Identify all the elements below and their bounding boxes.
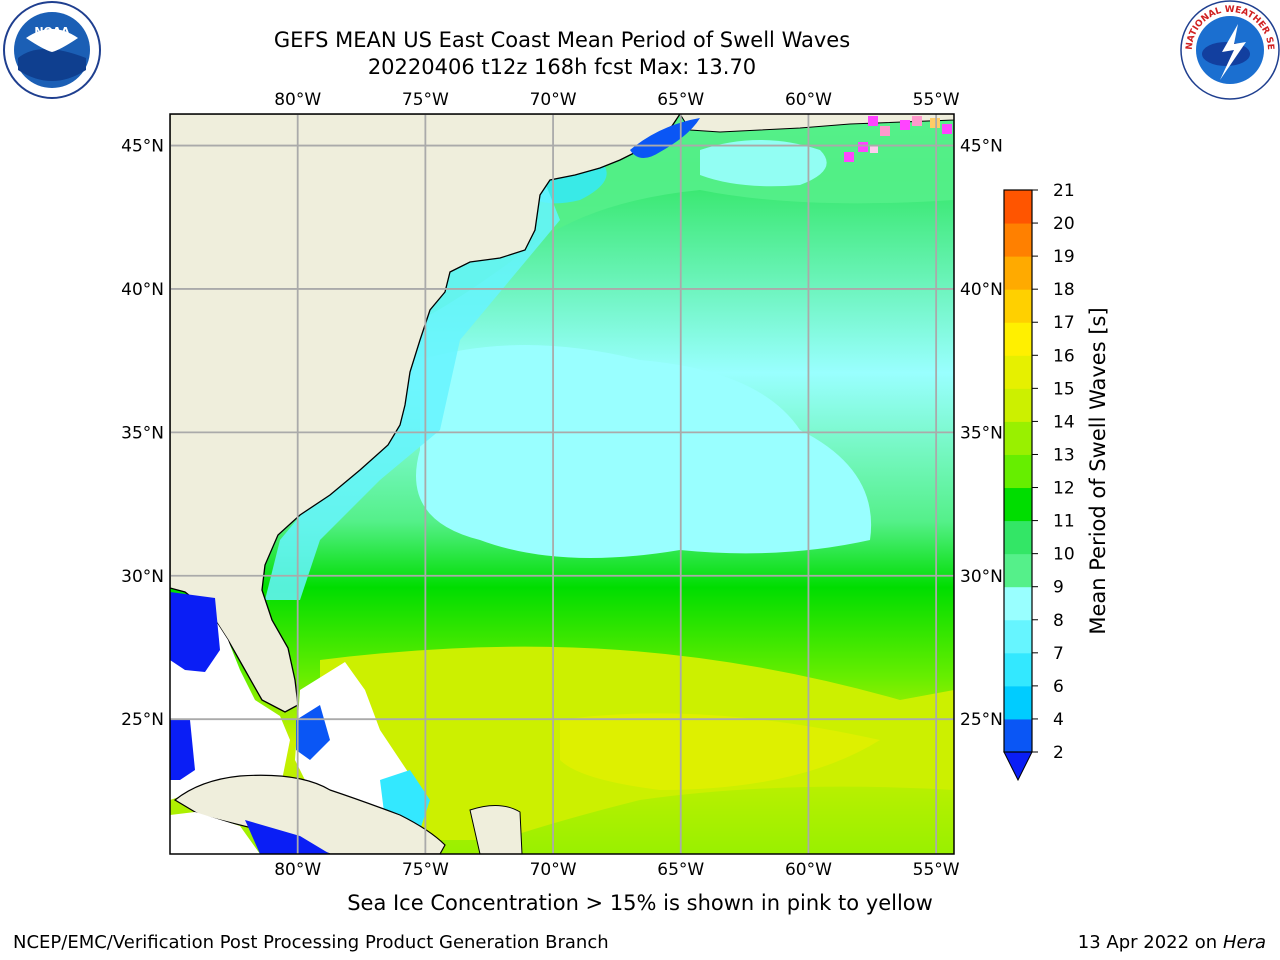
bay-of-fundy xyxy=(630,118,700,159)
colorbar-swatch xyxy=(1004,553,1032,588)
lat-label-left: 35°N xyxy=(121,423,164,443)
footer-date-text: 13 Apr 2022 on xyxy=(1077,932,1223,953)
lat-label-right: 40°N xyxy=(960,280,1003,300)
noaa-logo: NOAA xyxy=(3,1,101,99)
footer-date: 13 Apr 2022 on Hera xyxy=(1078,932,1266,953)
colorbar-swatch xyxy=(1004,322,1032,356)
colorbar-tick-label: 12 xyxy=(1053,479,1075,499)
colorbar-label: Mean Period of Swell Waves [s] xyxy=(1086,307,1110,634)
colorbar-swatch xyxy=(1004,355,1032,389)
colorbar: 2 4 6 7 8 9 10 11 12 13 14 15 16 17 18 19 20 21 xyxy=(1003,181,1075,782)
colorbar-tick-label: 19 xyxy=(1053,247,1075,267)
axis-labels: 80°W 80°W 75°W 75°W 70°W 70°W 65°W 65°W 60°W 60°W… xyxy=(121,90,1003,880)
colorbar-swatch xyxy=(1004,685,1032,720)
colorbar-tick-label: 17 xyxy=(1053,313,1075,333)
colorbar-swatch xyxy=(1004,454,1032,489)
colorbar-swatch xyxy=(1004,718,1032,753)
lon-label-top: 80°W xyxy=(274,90,321,110)
colorbar-tick-label: 4 xyxy=(1053,710,1064,730)
map-subtitle: 20220406 t12z 168h fcst Max: 13.70 xyxy=(367,55,757,79)
colorbar-tick-label: 2 xyxy=(1053,743,1064,763)
colorbar-tick-label: 16 xyxy=(1053,346,1075,366)
lon-label-bottom: 55°W xyxy=(913,860,960,880)
sea-ice-note: Sea Ice Concentration > 15% is shown in … xyxy=(347,891,933,915)
colorbar-swatch xyxy=(1004,520,1032,555)
lon-label-bottom: 60°W xyxy=(785,860,832,880)
graticule xyxy=(170,114,954,854)
lat-label-right: 25°N xyxy=(960,710,1003,730)
colorbar-tick-label: 10 xyxy=(1053,545,1075,565)
colorbar-tick-label: 6 xyxy=(1053,677,1064,697)
colorbar-swatch xyxy=(1004,619,1032,654)
map-title: GEFS MEAN US East Coast Mean Period of S… xyxy=(273,28,851,52)
lat-label-right: 45°N xyxy=(960,137,1003,157)
lon-label-top: 60°W xyxy=(785,90,832,110)
colorbar-tick-label: 7 xyxy=(1053,644,1064,664)
lat-label-right: 30°N xyxy=(960,567,1003,587)
colorbar-tick-label: 20 xyxy=(1053,214,1075,234)
map-area xyxy=(170,114,954,854)
colorbar-swatch xyxy=(1004,256,1032,290)
colorbar-swatch xyxy=(1004,487,1032,522)
colorbar-tick-label: 14 xyxy=(1053,412,1075,432)
lat-label-right: 35°N xyxy=(960,423,1003,443)
footer-machine: Hera xyxy=(1222,932,1266,953)
lon-label-top: 55°W xyxy=(913,90,960,110)
lat-label-left: 30°N xyxy=(121,567,164,587)
map-frame xyxy=(169,113,955,855)
colorbar-tick-label: 18 xyxy=(1053,280,1075,300)
colorbar-tick-label: 21 xyxy=(1053,181,1075,201)
colorbar-tick-label: 13 xyxy=(1053,445,1075,465)
colorbar-swatch xyxy=(1004,586,1032,621)
sea-ice-patches xyxy=(844,116,952,162)
nws-ring-text: NATIONAL WEATHER SERVICE xyxy=(0,0,1275,50)
noaa-logo-text: NOAA xyxy=(34,25,70,38)
lon-label-top: 70°W xyxy=(530,90,577,110)
lon-label-bottom: 70°W xyxy=(530,860,577,880)
colorbar-swatch xyxy=(1004,421,1032,455)
colorbar-swatch xyxy=(1004,652,1032,687)
colorbar-tick-label: 8 xyxy=(1053,611,1064,631)
lon-label-bottom: 75°W xyxy=(402,860,449,880)
lat-label-left: 40°N xyxy=(121,280,164,300)
lat-label-left: 25°N xyxy=(121,710,164,730)
lon-label-top: 75°W xyxy=(402,90,449,110)
colorbar-swatch xyxy=(1004,223,1032,257)
colorbar-tick-label: 9 xyxy=(1053,578,1064,598)
colorbar-tick-label: 15 xyxy=(1053,379,1075,399)
colorbar-tick-label: 11 xyxy=(1053,512,1075,532)
colorbar-underflow-arrow xyxy=(1003,751,1033,782)
lon-label-bottom: 65°W xyxy=(657,860,704,880)
colorbar-frame xyxy=(1003,189,1033,753)
lon-label-bottom: 80°W xyxy=(274,860,321,880)
footer-credit: NCEP/EMC/Verification Post Processing Pr… xyxy=(13,932,609,953)
nws-logo: NATIONAL WEATHER SERVICE xyxy=(0,0,1280,100)
lat-label-left: 45°N xyxy=(121,137,164,157)
lon-label-top: 65°W xyxy=(657,90,704,110)
colorbar-swatch xyxy=(1004,190,1032,224)
coastal-swell-band xyxy=(265,170,560,600)
short-period-region xyxy=(416,345,872,558)
colorbar-swatch xyxy=(1004,388,1032,422)
colorbar-swatch xyxy=(1004,289,1032,323)
